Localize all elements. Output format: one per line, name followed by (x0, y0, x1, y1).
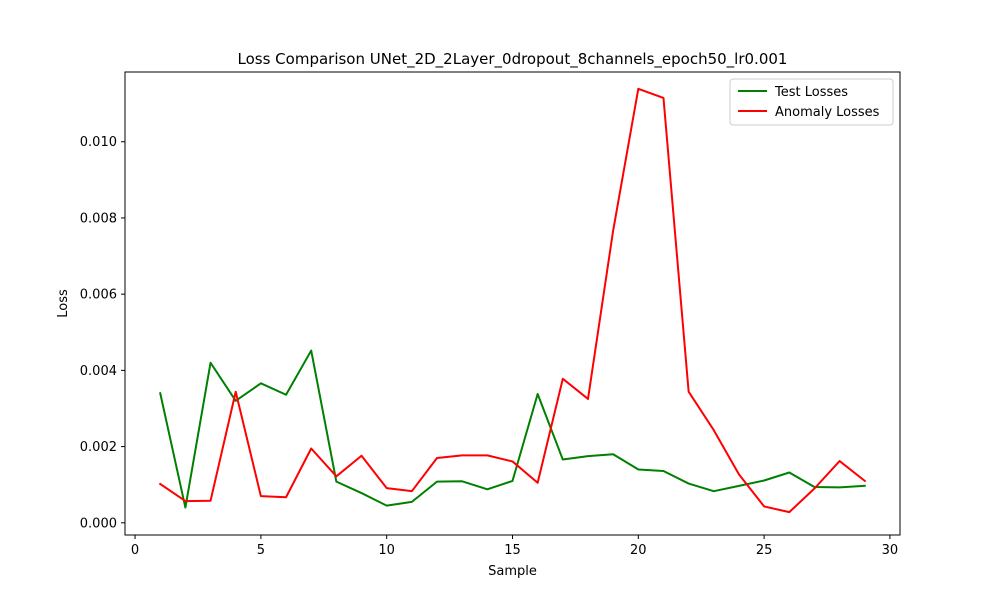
y-tick-label: 0.008 (80, 211, 117, 226)
y-tick-label: 0.000 (80, 516, 117, 531)
x-tick-label: 15 (504, 543, 521, 558)
x-tick-label: 25 (756, 543, 773, 558)
x-axis-ticks: 0 5 10 15 20 25 30 (131, 535, 898, 558)
y-axis-label: Loss (56, 289, 71, 318)
y-tick-label: 0.006 (80, 288, 117, 303)
legend-label-anomaly-losses: Anomaly Losses (775, 105, 880, 120)
legend-label-test-losses: Test Losses (774, 85, 848, 100)
y-tick-label: 0.002 (80, 440, 117, 455)
plot-area (125, 72, 900, 535)
x-tick-label: 20 (630, 543, 647, 558)
x-axis-label: Sample (488, 564, 537, 579)
x-tick-label: 30 (882, 543, 899, 558)
series-line-anomaly-losses (158, 87, 867, 514)
x-tick-label: 0 (131, 543, 139, 558)
plot-frame (124, 71, 901, 536)
chart-title: Loss Comparison UNet_2D_2Layer_0dropout_… (238, 50, 788, 69)
y-tick-label: 0.010 (80, 135, 117, 150)
x-tick-label: 10 (378, 543, 395, 558)
legend-box (729, 78, 894, 126)
x-tick-label: 5 (257, 543, 265, 558)
series-layer (158, 87, 867, 514)
legend: Test Losses Anomaly Losses (729, 78, 894, 126)
y-tick-label: 0.004 (80, 364, 117, 379)
y-axis-ticks: 0.000 0.002 0.004 0.006 0.008 0.010 (80, 135, 125, 531)
